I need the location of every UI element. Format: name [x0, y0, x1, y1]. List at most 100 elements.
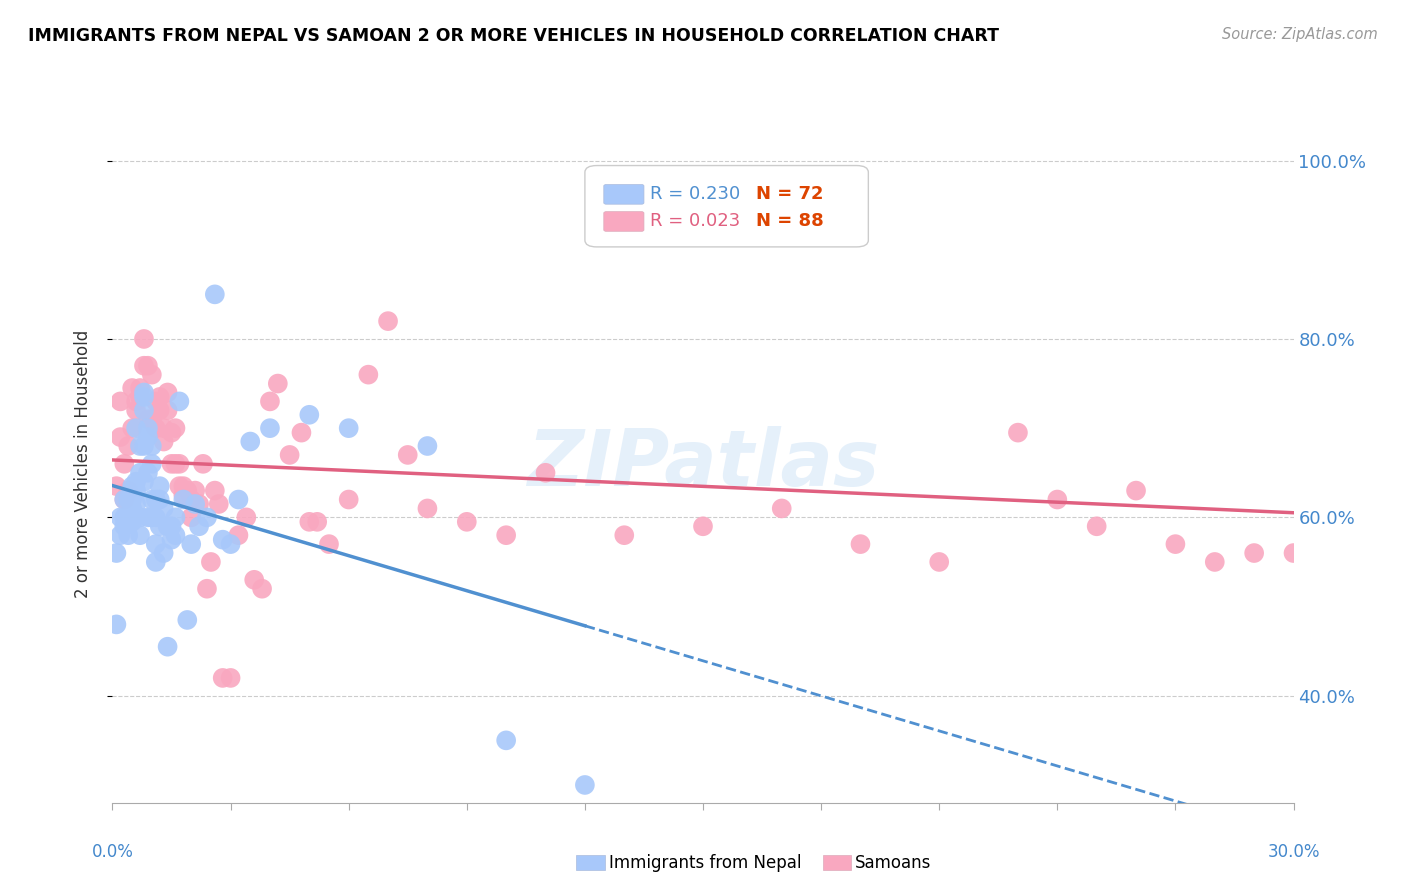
Point	[121, 492, 143, 507]
Point	[136, 466, 159, 480]
Point	[219, 671, 242, 685]
Point	[145, 421, 167, 435]
Point	[357, 368, 380, 382]
Point	[129, 466, 152, 480]
Point	[117, 483, 139, 498]
Point	[105, 546, 128, 560]
Point	[165, 510, 187, 524]
Point	[145, 394, 167, 409]
FancyBboxPatch shape	[603, 211, 644, 231]
Point	[1164, 537, 1187, 551]
Point	[132, 390, 155, 404]
Point	[180, 510, 202, 524]
Point	[141, 439, 163, 453]
Point	[152, 421, 174, 435]
Point	[125, 421, 148, 435]
Point	[235, 510, 257, 524]
Point	[928, 555, 950, 569]
Point	[1125, 483, 1147, 498]
Text: N = 88: N = 88	[756, 212, 824, 230]
Point	[180, 492, 202, 507]
Point	[117, 492, 139, 507]
Point	[136, 510, 159, 524]
Point	[121, 381, 143, 395]
Point	[129, 439, 152, 453]
Point	[129, 390, 152, 404]
Point	[228, 528, 250, 542]
Point	[149, 403, 172, 417]
Point	[195, 582, 218, 596]
Point	[307, 515, 329, 529]
Point	[250, 582, 273, 596]
Point	[180, 537, 202, 551]
Point	[195, 510, 218, 524]
Point	[172, 492, 194, 507]
Point	[228, 492, 250, 507]
Point	[160, 457, 183, 471]
Point	[149, 479, 172, 493]
Point	[1322, 501, 1344, 516]
Point	[1007, 425, 1029, 440]
Text: R = 0.023: R = 0.023	[650, 212, 740, 230]
Point	[318, 537, 340, 551]
Point	[416, 501, 439, 516]
Point	[211, 533, 233, 547]
Point	[204, 287, 226, 301]
Point	[141, 457, 163, 471]
Point	[849, 537, 872, 551]
Point	[125, 497, 148, 511]
FancyBboxPatch shape	[585, 166, 869, 247]
Point	[145, 555, 167, 569]
Point	[132, 359, 155, 373]
Point	[112, 457, 135, 471]
Point	[290, 425, 312, 440]
Point	[117, 510, 139, 524]
Point	[112, 510, 135, 524]
Point	[152, 501, 174, 516]
Point	[125, 403, 148, 417]
Point	[117, 515, 139, 529]
Point	[176, 483, 198, 498]
Point	[1204, 555, 1226, 569]
Point	[278, 448, 301, 462]
Point	[121, 483, 143, 498]
Point	[129, 510, 152, 524]
Point	[259, 421, 281, 435]
Point	[149, 390, 172, 404]
Point	[165, 528, 187, 542]
Text: R = 0.230: R = 0.230	[650, 185, 740, 203]
Point	[121, 501, 143, 516]
Point	[110, 528, 132, 542]
Point	[160, 519, 183, 533]
Point	[121, 421, 143, 435]
Point	[1361, 537, 1384, 551]
Point	[132, 439, 155, 453]
Point	[145, 510, 167, 524]
Point	[110, 430, 132, 444]
Point	[169, 479, 191, 493]
Point	[416, 439, 439, 453]
Point	[298, 408, 321, 422]
Point	[1243, 546, 1265, 560]
Point	[172, 488, 194, 502]
Point	[132, 332, 155, 346]
Point	[219, 537, 242, 551]
Point	[136, 359, 159, 373]
Point	[125, 394, 148, 409]
Point	[1341, 501, 1364, 516]
Point	[141, 368, 163, 382]
Point	[176, 613, 198, 627]
Point	[169, 457, 191, 471]
Point	[129, 381, 152, 395]
Point	[692, 519, 714, 533]
Point	[337, 492, 360, 507]
Text: 30.0%: 30.0%	[1267, 844, 1320, 862]
Point	[191, 457, 214, 471]
Point	[117, 439, 139, 453]
Point	[156, 519, 179, 533]
Point	[495, 733, 517, 747]
Point	[574, 778, 596, 792]
Point	[172, 479, 194, 493]
Point	[145, 537, 167, 551]
Point	[149, 492, 172, 507]
